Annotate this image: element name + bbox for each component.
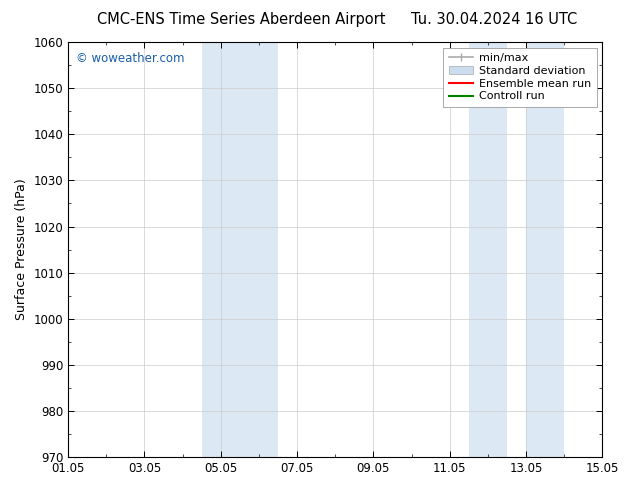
Bar [469, 42, 507, 457]
Bar [202, 42, 278, 457]
Text: © woweather.com: © woweather.com [76, 52, 184, 66]
Y-axis label: Surface Pressure (hPa): Surface Pressure (hPa) [15, 179, 28, 320]
Text: Tu. 30.04.2024 16 UTC: Tu. 30.04.2024 16 UTC [411, 12, 578, 27]
Text: CMC-ENS Time Series Aberdeen Airport: CMC-ENS Time Series Aberdeen Airport [96, 12, 385, 27]
Bar [526, 42, 564, 457]
Legend: min/max, Standard deviation, Ensemble mean run, Controll run: min/max, Standard deviation, Ensemble me… [443, 48, 597, 107]
